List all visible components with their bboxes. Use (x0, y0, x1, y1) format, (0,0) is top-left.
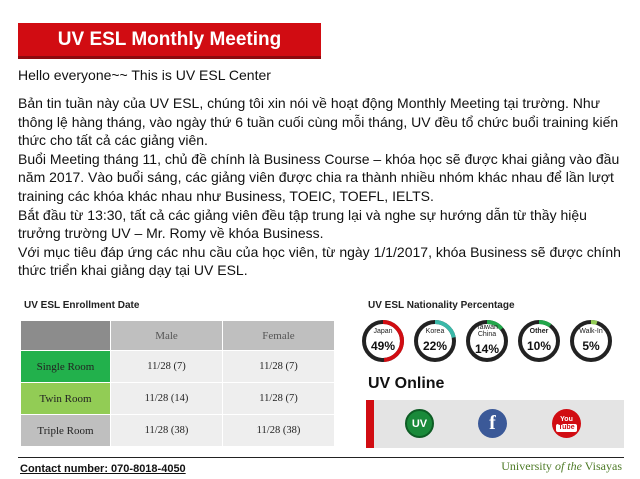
nationality-ring-4: Walk-In 5% (568, 318, 614, 364)
cell-female: 11/28 (38) (222, 414, 335, 447)
nationality-rings: Japan 49% Korea 22% Taiwan China 14% Other 10% Wa… (360, 318, 620, 364)
table-row: Triple Room 11/28 (38) 11/28 (38) (20, 414, 335, 447)
uv-logo-icon[interactable]: UV (405, 409, 434, 438)
ring-graphic (414, 320, 456, 362)
cell-female: 11/28 (7) (222, 382, 335, 415)
university-italic: of the (554, 459, 582, 473)
paragraph: Với mục tiêu đáp ứng các nhu cầu của học… (18, 243, 621, 279)
nationality-title: UV ESL Nationality Percentage (368, 300, 515, 311)
footer-divider (18, 457, 624, 458)
row-label: Twin Room (20, 382, 111, 415)
article-body: Bản tin tuần này của UV ESL, chúng tôi x… (18, 94, 630, 280)
nationality-ring-1: Korea 22% (412, 318, 458, 364)
ring-label: Walk-In (579, 328, 603, 335)
online-title: UV Online (368, 375, 445, 392)
nationality-ring-3: Other 10% (516, 318, 562, 364)
nationality-ring-0: Japan 49% (360, 318, 406, 364)
facebook-icon[interactable]: f (478, 409, 507, 438)
social-panel: UV f You Tube (366, 400, 624, 448)
ring-percent: 10% (526, 339, 552, 353)
enrollment-title: UV ESL Enrollment Date (24, 300, 140, 311)
column-header-female: Female (222, 320, 335, 351)
table-row: Twin Room 11/28 (14) 11/28 (7) (20, 382, 335, 415)
ring-label: Korea (425, 328, 445, 335)
ring-percent: 22% (422, 339, 448, 353)
youtube-text-bottom: Tube (556, 423, 577, 432)
university-suffix: Visayas (581, 459, 622, 473)
nationality-ring-2: Taiwan China 14% (464, 318, 510, 364)
greeting-text: Hello everyone~~ This is UV ESL Center (18, 67, 271, 83)
row-label: Single Room (20, 350, 111, 383)
paragraph: Bản tin tuần này của UV ESL, chúng tôi x… (18, 95, 619, 149)
cell-male: 11/28 (14) (110, 382, 223, 415)
youtube-icon[interactable]: You Tube (552, 409, 581, 438)
ring-arc (362, 320, 404, 362)
ring-arc (518, 320, 560, 362)
ring-arc (414, 320, 456, 362)
cell-male: 11/28 (7) (110, 350, 223, 383)
university-name: University of the Visayas (501, 459, 622, 474)
table-header-row: Male Female (20, 320, 335, 351)
column-header-male: Male (110, 320, 223, 351)
accent-strip (366, 400, 374, 448)
paragraph: Bắt đầu từ 13:30, tất cả các giảng viên … (18, 206, 587, 242)
ring-arc (570, 320, 612, 362)
cell-female: 11/28 (7) (222, 350, 335, 383)
ring-percent: 5% (582, 339, 600, 353)
ring-percent: 14% (474, 342, 500, 356)
table-row: Single Room 11/28 (7) 11/28 (7) (20, 350, 335, 383)
ring-label: Other (529, 328, 549, 335)
ring-graphic (362, 320, 404, 362)
contact-number: Contact number: 070-8018-4050 (20, 463, 186, 475)
table-corner (20, 320, 111, 351)
enrollment-table: Male Female Single Room 11/28 (7) 11/28 … (20, 320, 335, 447)
university-prefix: University (501, 459, 555, 473)
ring-graphic (518, 320, 560, 362)
cell-male: 11/28 (38) (110, 414, 223, 447)
ring-label: Taiwan China (476, 324, 498, 338)
row-label: Triple Room (20, 414, 111, 447)
page-title: UV ESL Monthly Meeting (18, 23, 321, 59)
ring-graphic (570, 320, 612, 362)
youtube-text-top: You (560, 415, 573, 423)
paragraph: Buổi Meeting tháng 11, chủ đề chính là B… (18, 150, 620, 204)
ring-percent: 49% (370, 339, 396, 353)
ring-arc (466, 320, 508, 362)
ring-graphic (466, 320, 508, 362)
ring-label: Japan (373, 328, 393, 335)
